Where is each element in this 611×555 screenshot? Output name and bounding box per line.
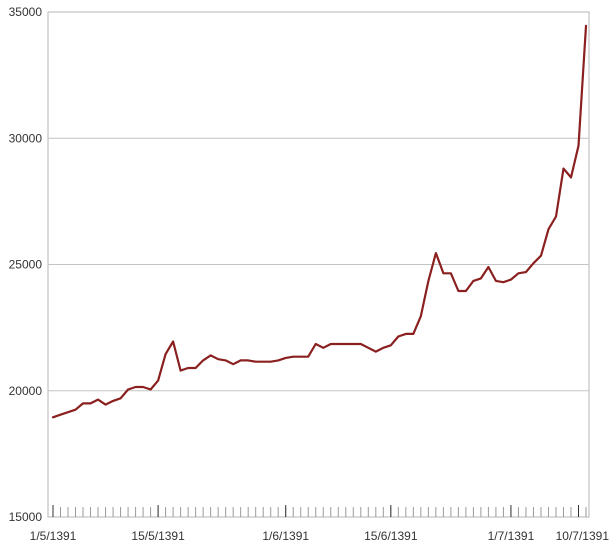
x-axis-ticks: 1/5/1391 15/5/1391 1/6/1391 15/6/1391 1/7/13…	[30, 505, 610, 543]
data-point	[67, 411, 69, 414]
data-point	[457, 290, 460, 292]
data-point	[262, 360, 264, 363]
data-point	[299, 355, 302, 358]
data-point	[472, 280, 475, 282]
data-point	[555, 215, 557, 218]
data-point	[585, 25, 587, 27]
data-point	[224, 359, 227, 362]
data-point	[577, 145, 580, 147]
data-point	[525, 271, 527, 273]
data-point	[52, 416, 54, 419]
data-point	[352, 343, 355, 345]
data-point	[179, 369, 182, 372]
data-point	[375, 350, 377, 353]
x-tick-label-1/5/1391: 1/5/1391	[30, 529, 77, 543]
data-point	[202, 359, 204, 362]
data-point	[359, 343, 362, 345]
data-point	[164, 353, 167, 355]
data-point	[247, 359, 249, 362]
series-line	[51, 24, 588, 419]
data-point	[540, 254, 542, 257]
data-point	[292, 355, 295, 358]
y-tick-label-20000: 20000	[9, 384, 43, 398]
y-tick-label-30000: 30000	[9, 131, 43, 145]
data-point	[502, 281, 505, 283]
data-point	[172, 340, 174, 343]
data-point	[442, 272, 445, 275]
data-point	[59, 413, 62, 416]
data-point	[157, 379, 159, 382]
data-point	[232, 363, 234, 366]
data-point	[420, 315, 422, 318]
data-point	[405, 333, 407, 335]
data-point	[134, 386, 137, 388]
data-point	[217, 358, 219, 360]
data-point	[435, 252, 437, 254]
y-tick-label-35000: 35000	[9, 5, 43, 19]
data-point	[322, 347, 325, 349]
data-point	[337, 343, 340, 345]
data-point	[570, 176, 572, 179]
x-tick-label-1/7/1391: 1/7/1391	[488, 529, 535, 543]
data-point	[382, 347, 385, 349]
series-layer	[51, 24, 588, 419]
data-point	[209, 354, 212, 357]
data-point	[74, 408, 77, 411]
data-point	[307, 355, 310, 358]
data-point	[119, 397, 122, 400]
data-point	[397, 335, 400, 338]
data-point	[532, 262, 535, 265]
x-tick-label-10/7/1391: 10/7/1391	[556, 529, 610, 543]
data-point	[562, 167, 565, 170]
data-point	[427, 280, 430, 282]
data-point	[284, 357, 287, 359]
data-point	[412, 333, 415, 335]
data-point	[104, 403, 107, 406]
x-tick-label-15/6/1391: 15/6/1391	[364, 529, 418, 543]
data-point	[89, 402, 92, 405]
data-point	[367, 347, 370, 349]
data-point	[149, 388, 152, 391]
data-point	[82, 402, 84, 405]
data-point	[314, 343, 317, 345]
data-point	[112, 400, 114, 402]
data-point	[127, 388, 129, 391]
data-point	[187, 367, 189, 369]
x-tick-label-1/6/1391: 1/6/1391	[262, 529, 309, 543]
data-point	[329, 343, 332, 345]
data-point	[390, 344, 392, 347]
data-point	[344, 343, 347, 345]
data-point	[239, 359, 242, 362]
y-tick-label-15000: 15000	[9, 510, 43, 524]
data-point	[97, 398, 99, 401]
data-point	[517, 272, 520, 275]
data-point	[487, 266, 490, 268]
data-point	[142, 386, 144, 388]
data-point	[254, 360, 257, 363]
y-tick-label-25000: 25000	[9, 258, 43, 272]
data-point	[495, 280, 497, 282]
data-point	[450, 272, 452, 275]
data-point	[510, 278, 512, 281]
data-point	[269, 360, 272, 363]
data-point	[547, 228, 550, 230]
y-axis-ticks: 15000 20000 25000 30000 35000	[9, 5, 43, 524]
data-point	[194, 367, 197, 369]
data-point	[277, 359, 280, 362]
data-point	[480, 277, 482, 280]
data-point	[465, 290, 467, 292]
gridlines	[48, 137, 589, 392]
x-tick-label-15/5/1391: 15/5/1391	[131, 529, 185, 543]
